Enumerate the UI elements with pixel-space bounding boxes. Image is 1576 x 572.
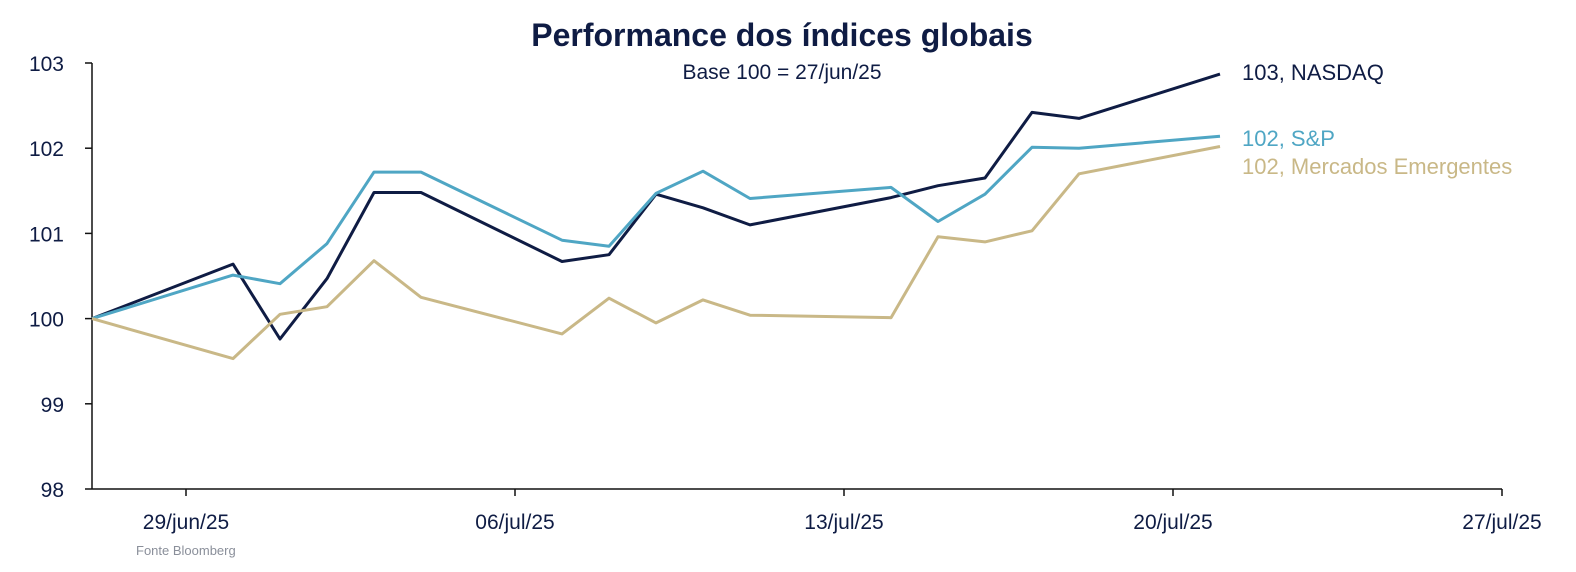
series-line-mercados-emergentes <box>91 145 1221 361</box>
source-note: Fonte Bloomberg <box>136 543 236 558</box>
chart-title: Performance dos índices globais <box>531 17 1032 53</box>
y-tick-label: 101 <box>29 223 64 246</box>
y-tick-label: 100 <box>29 309 64 332</box>
y-tick-label: 99 <box>41 394 64 417</box>
series-end-label: 102, S&P <box>1242 126 1335 151</box>
x-tick-label: 06/jul/25 <box>475 511 554 534</box>
axes: 98 99 100 101 102 103 29/jun/25 06/jul/25 13/jul… <box>29 53 1542 534</box>
y-tick-label: 98 <box>41 479 64 502</box>
y-tick-label: 103 <box>29 53 64 76</box>
series-end-label: 103, NASDAQ <box>1242 60 1384 85</box>
x-tick-label: 29/jun/25 <box>143 511 229 534</box>
x-tick-label: 20/jul/25 <box>1133 511 1212 534</box>
series-line-s-p <box>91 134 1221 321</box>
series-lines <box>91 72 1221 361</box>
y-tick-label: 102 <box>29 138 64 161</box>
series-end-label: 102, Mercados Emergentes <box>1242 154 1512 179</box>
x-tick-label: 13/jul/25 <box>804 511 883 534</box>
chart-subtitle: Base 100 = 27/jun/25 <box>682 61 881 84</box>
end-labels: 103, NASDAQ 102, S&P 102, Mercados Emergen… <box>1242 60 1512 179</box>
x-tick-label: 27/jul/25 <box>1462 511 1541 534</box>
